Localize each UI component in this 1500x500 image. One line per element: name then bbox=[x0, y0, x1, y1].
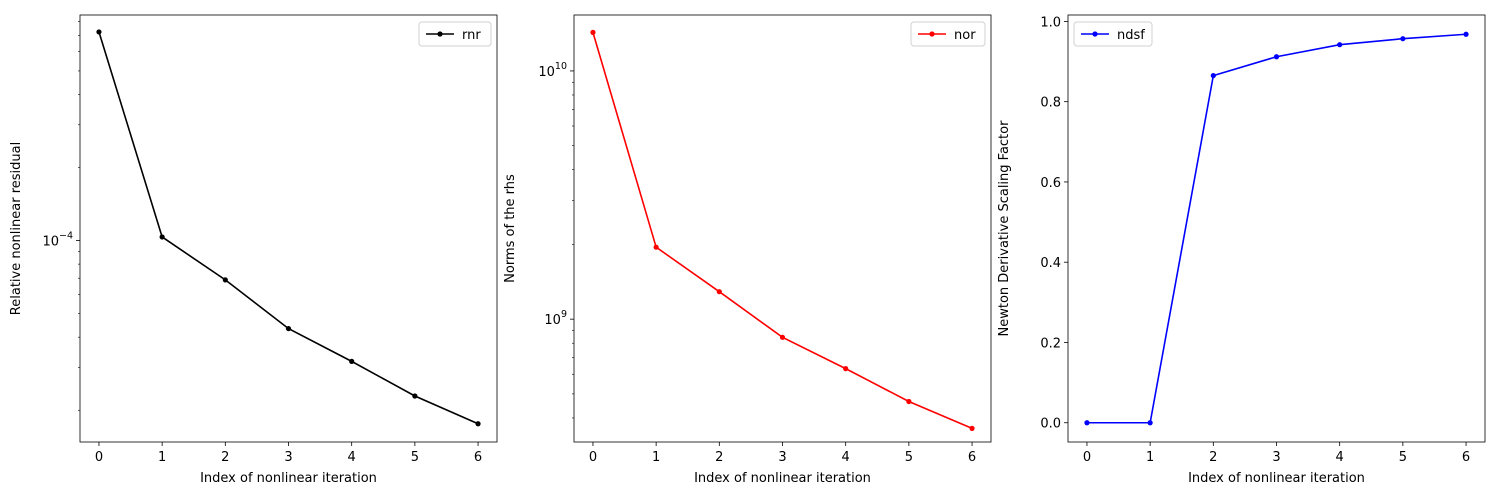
plot-frame bbox=[573, 14, 992, 443]
y-tick-base: 10 bbox=[544, 313, 561, 328]
legend-label: rnr bbox=[462, 28, 481, 43]
x-tick-label: 6 bbox=[1462, 450, 1470, 465]
series-line-rnr bbox=[98, 31, 479, 425]
data-point bbox=[1210, 72, 1216, 79]
y-tick-label: 0.6 bbox=[1040, 176, 1061, 191]
x-tick-label: 6 bbox=[968, 450, 976, 465]
x-tick-label: 5 bbox=[411, 450, 419, 465]
y-tick-exponent: 9 bbox=[561, 309, 567, 320]
y-tick-exponent: −4 bbox=[59, 231, 73, 242]
data-point bbox=[1463, 31, 1469, 37]
x-tick-label: 6 bbox=[474, 450, 482, 465]
y-axis-label: Newton Derivative Scaling Factor bbox=[997, 120, 1012, 337]
y-axis-label: Relative nonlinear residual bbox=[9, 142, 24, 315]
y-tick-label: 1.0 bbox=[1040, 15, 1061, 30]
x-tick-label: 4 bbox=[348, 450, 356, 465]
data-point bbox=[1400, 36, 1406, 42]
data-point bbox=[1273, 54, 1280, 60]
x-axis-label: Index of nonlinear iteration bbox=[200, 471, 377, 486]
data-point bbox=[96, 29, 102, 35]
x-tick-label: 4 bbox=[842, 450, 850, 465]
legend-box bbox=[418, 21, 492, 47]
data-point bbox=[222, 277, 228, 283]
legend: rnr bbox=[418, 21, 492, 47]
data-point bbox=[843, 366, 849, 372]
plot-frame bbox=[1067, 14, 1486, 443]
x-tick-label: 0 bbox=[589, 450, 597, 465]
data-point bbox=[475, 421, 481, 427]
y-axis-label: Norms of the rhs bbox=[503, 174, 518, 283]
y-tick-base: 10 bbox=[538, 65, 555, 80]
x-tick-label: 1 bbox=[1146, 450, 1154, 465]
data-point bbox=[653, 244, 659, 250]
x-tick-label: 5 bbox=[905, 450, 913, 465]
x-tick-label: 0 bbox=[95, 450, 103, 465]
y-tick-label: 0.4 bbox=[1040, 256, 1061, 271]
y-tick-label: 1010 bbox=[538, 61, 567, 80]
data-point bbox=[906, 398, 912, 405]
x-tick-label: 5 bbox=[1399, 450, 1407, 465]
data-point bbox=[349, 358, 355, 364]
x-tick-label: 2 bbox=[1209, 450, 1217, 465]
legend-label: nor bbox=[954, 28, 976, 43]
y-tick-label: 10−4 bbox=[42, 231, 73, 250]
data-point bbox=[716, 289, 722, 295]
data-point bbox=[1337, 42, 1343, 48]
data-point bbox=[412, 393, 418, 399]
data-point bbox=[779, 334, 786, 340]
x-tick-label: 3 bbox=[778, 450, 786, 465]
y-tick-label: 0.8 bbox=[1040, 96, 1061, 111]
x-tick-label: 1 bbox=[158, 450, 166, 465]
y-tick-base: 10 bbox=[42, 235, 59, 250]
x-tick-label: 0 bbox=[1083, 450, 1091, 465]
legend-label: ndsf bbox=[1117, 28, 1145, 43]
y-tick-exponent: 10 bbox=[555, 61, 567, 72]
data-point bbox=[590, 29, 596, 35]
x-tick-label: 2 bbox=[715, 450, 723, 465]
data-point bbox=[1147, 420, 1153, 426]
legend-marker bbox=[437, 31, 443, 37]
legend-box bbox=[910, 21, 986, 47]
x-axis-label: Index of nonlinear iteration bbox=[1188, 471, 1365, 486]
x-tick-label: 3 bbox=[284, 450, 292, 465]
series-line-ndsf bbox=[1086, 33, 1467, 424]
plot-frame bbox=[79, 14, 498, 443]
panel-relative-nonlinear-residual: 0 1 2 3 4 5 6 10−4 Index of nonlinear iteration R… bbox=[9, 14, 498, 486]
data-point bbox=[1084, 420, 1090, 426]
x-axis-label: Index of nonlinear iteration bbox=[694, 471, 871, 486]
y-tick-label: 0.2 bbox=[1040, 336, 1061, 351]
legend: ndsf bbox=[1073, 21, 1153, 47]
x-tick-label: 1 bbox=[652, 450, 660, 465]
data-point bbox=[285, 325, 292, 332]
legend: nor bbox=[910, 21, 986, 47]
data-point bbox=[159, 234, 165, 240]
x-tick-label: 4 bbox=[1336, 450, 1344, 465]
series-line-nor bbox=[592, 32, 973, 430]
legend-marker bbox=[929, 31, 935, 37]
legend-marker bbox=[1092, 31, 1098, 37]
y-tick-label: 109 bbox=[544, 309, 567, 328]
panel-newton-derivative-scaling-factor: 0 1 2 3 4 5 6 0.0 0.2 0.4 0.6 0.8 1.0 Index of nonlin… bbox=[997, 14, 1486, 486]
data-point bbox=[969, 425, 975, 432]
x-tick-label: 3 bbox=[1272, 450, 1280, 465]
y-tick-label: 0.0 bbox=[1040, 417, 1061, 432]
x-tick-label: 2 bbox=[221, 450, 229, 465]
legend-box bbox=[1073, 21, 1153, 47]
